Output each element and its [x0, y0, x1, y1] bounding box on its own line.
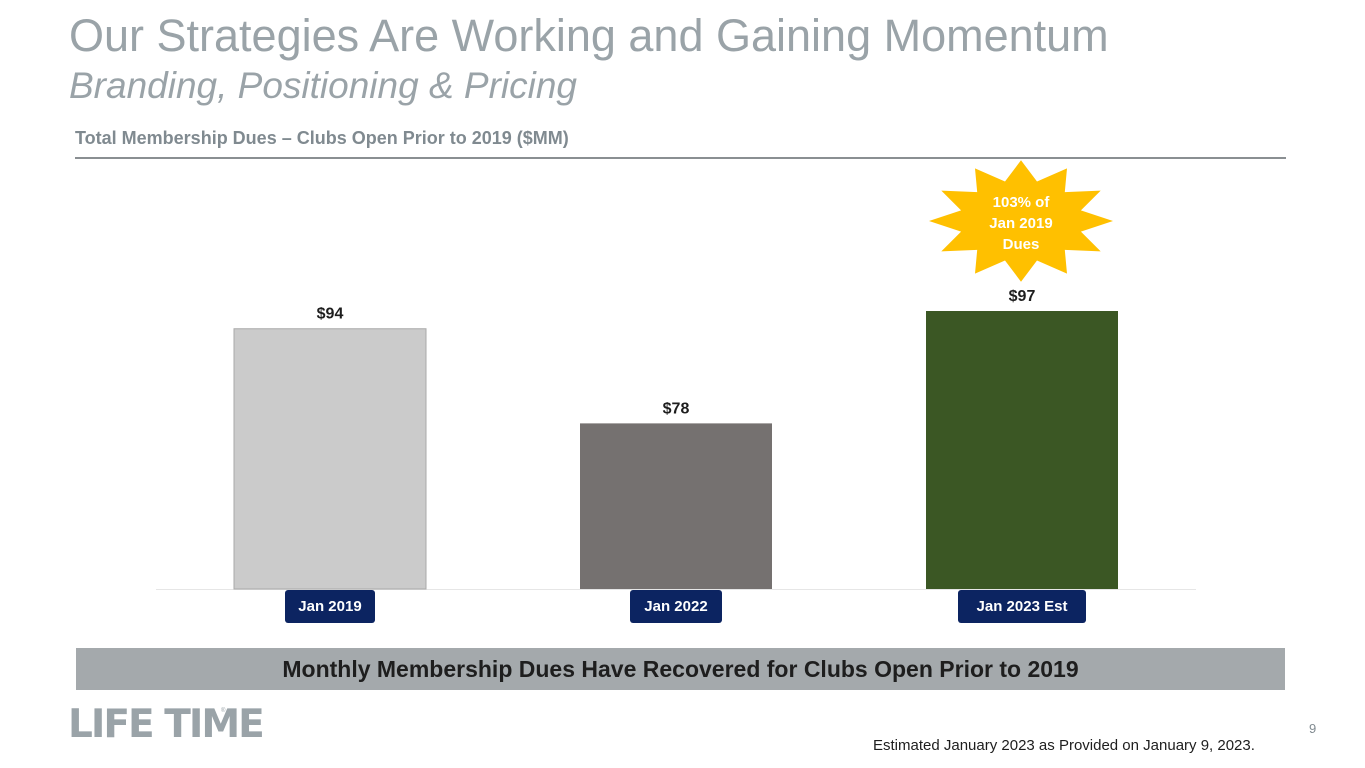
bar-jan-2019	[233, 328, 427, 590]
bars-group: $94 $78 $97	[233, 288, 1118, 590]
data-label-jan-2023-est: $97	[1009, 288, 1036, 305]
callout-text-line: Dues	[1003, 236, 1040, 253]
bar-jan-2023-est	[926, 311, 1118, 589]
chart-title: Total Membership Dues – Clubs Open Prior…	[75, 128, 569, 148]
footnote: Estimated January 2023 as Provided on Ja…	[873, 737, 1255, 754]
life-time-logo: LIFE TIME	[68, 702, 265, 747]
chart-title-divider	[75, 157, 1286, 159]
category-label-jan-2023-est: Jan 2023 Est	[958, 590, 1086, 623]
data-label-jan-2022: $78	[663, 400, 690, 417]
page-title: Our Strategies Are Working and Gaining M…	[69, 10, 1109, 61]
category-label-jan-2019: Jan 2019	[285, 590, 375, 623]
page-number: 9	[1309, 721, 1317, 736]
callout-text-line: 103% of	[993, 194, 1051, 211]
registered-mark: ®	[221, 708, 226, 714]
callout-text-line: Jan 2019	[989, 215, 1052, 232]
starburst-callout	[929, 160, 1113, 282]
callout-group: 103% of Jan 2019 Dues	[929, 160, 1113, 282]
summary-banner: Monthly Membership Dues Have Recovered f…	[76, 648, 1285, 690]
page-subtitle: Branding, Positioning & Pricing	[69, 65, 578, 106]
category-label-jan-2022: Jan 2022	[630, 590, 722, 623]
data-label-jan-2019: $94	[317, 306, 344, 323]
bar-jan-2022	[580, 423, 772, 589]
